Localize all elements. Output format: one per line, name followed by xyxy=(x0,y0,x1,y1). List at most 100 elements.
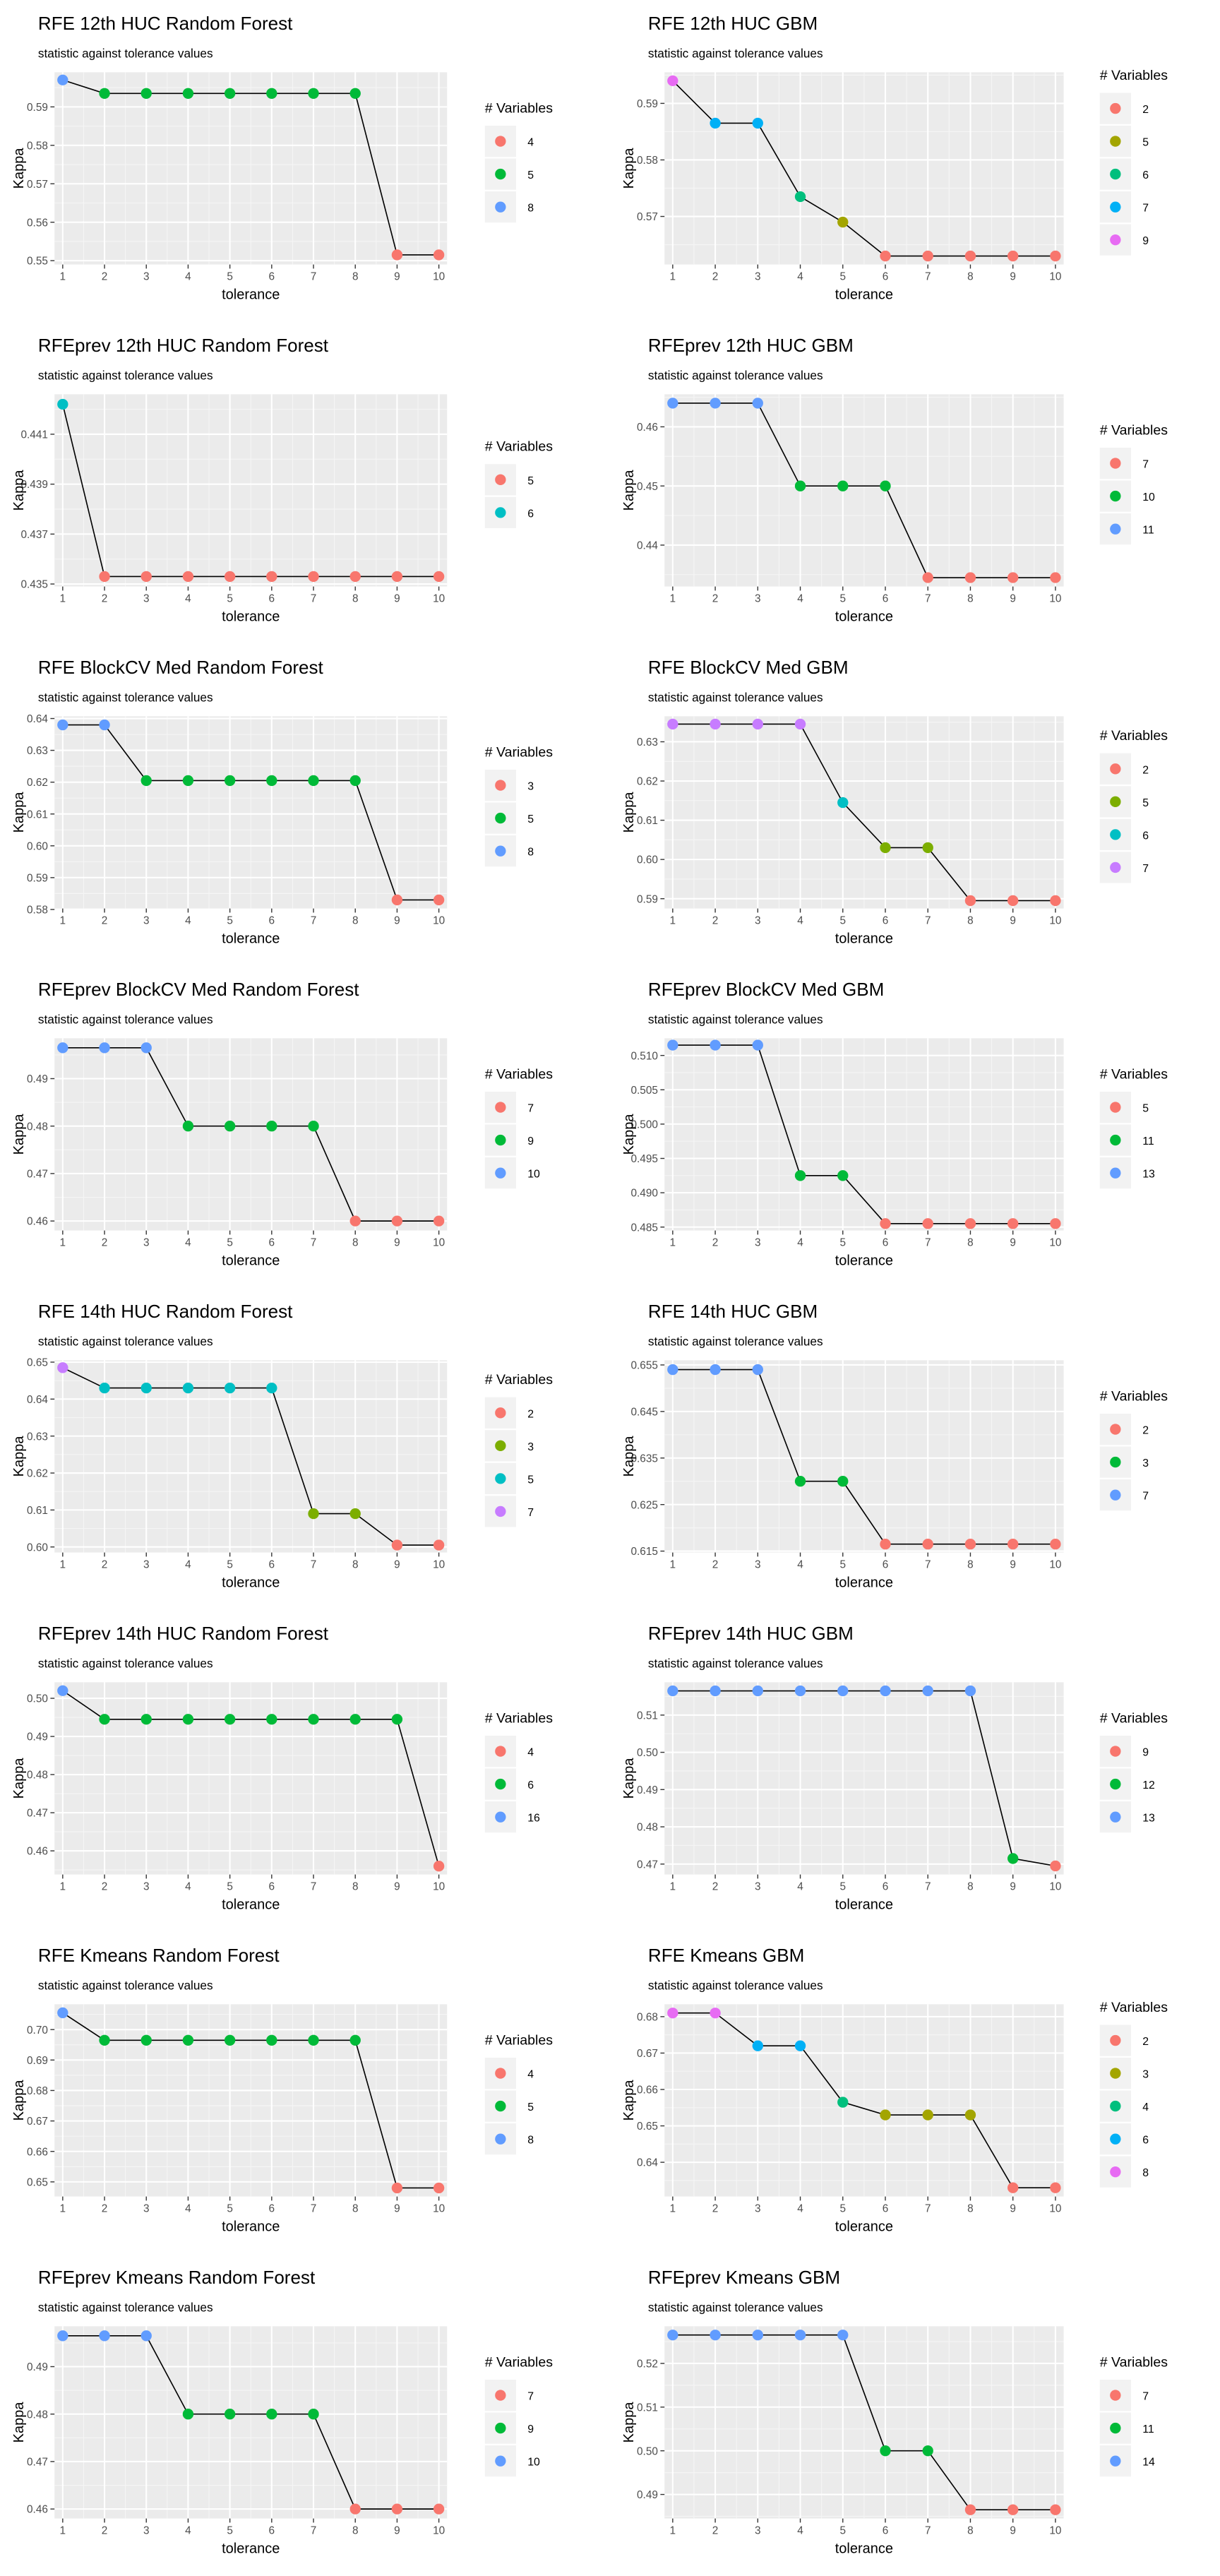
data-point xyxy=(391,894,403,906)
chart-svg: RFE 12th HUC GBM statistic against tolera… xyxy=(621,13,1168,303)
legend-swatch xyxy=(495,1778,506,1790)
legend-swatch xyxy=(1110,1102,1121,1113)
data-point xyxy=(794,1476,806,1487)
data-point xyxy=(710,1039,721,1051)
legend-swatch xyxy=(495,1505,506,1517)
legend-swatch xyxy=(1110,2455,1121,2467)
chart-svg: RFEprev BlockCV Med Random Forest statist… xyxy=(11,979,553,1269)
y-tick-label: 0.65 xyxy=(27,1357,48,1369)
x-tick-label: 6 xyxy=(883,271,889,283)
legend-label: 16 xyxy=(527,1813,540,1825)
data-point xyxy=(391,249,403,261)
x-tick-label: 8 xyxy=(967,2203,974,2215)
chart-svg: RFE Kmeans GBM statistic against toleranc… xyxy=(621,1945,1168,2235)
x-axis-label: tolerance xyxy=(222,287,280,302)
chart-subtitle: statistic against tolerance values xyxy=(648,690,823,704)
y-tick-label: 0.57 xyxy=(27,179,48,191)
legend-label: 8 xyxy=(1142,2167,1149,2179)
data-point xyxy=(57,719,68,731)
chart-panel: RFEprev BlockCV Med Random Forest statist… xyxy=(0,966,610,1288)
y-axis-label: Kappa xyxy=(621,1758,637,1799)
chart-subtitle: statistic against tolerance values xyxy=(648,1012,823,1026)
data-point xyxy=(140,775,152,787)
chart-subtitle: statistic against tolerance values xyxy=(38,2300,213,2314)
legend-swatch xyxy=(1110,102,1121,114)
data-point xyxy=(57,74,68,85)
legend-swatch xyxy=(495,845,506,857)
y-tick-label: 0.63 xyxy=(637,737,658,749)
legend-title: # Variables xyxy=(1100,1388,1168,1404)
legend-label: 11 xyxy=(1142,2423,1154,2435)
legend-label: 8 xyxy=(527,2135,534,2147)
data-point xyxy=(182,88,194,99)
legend-swatch xyxy=(1110,1456,1121,1468)
chart-svg: RFEprev 12th HUC GBM statistic against to… xyxy=(621,335,1168,625)
x-tick-label: 4 xyxy=(185,2525,191,2537)
chart-title: RFEprev Kmeans GBM xyxy=(648,2267,840,2288)
y-tick-label: 0.500 xyxy=(630,1119,657,1131)
x-tick-label: 4 xyxy=(797,1237,803,1249)
x-tick-label: 7 xyxy=(311,593,317,605)
y-tick-label: 0.70 xyxy=(27,2025,48,2037)
chart-subtitle: statistic against tolerance values xyxy=(38,1334,213,1348)
x-tick-label: 7 xyxy=(311,1237,317,1249)
y-tick-label: 0.48 xyxy=(637,1822,658,1834)
data-point xyxy=(710,117,721,129)
legend-label: 4 xyxy=(527,137,534,149)
data-point xyxy=(1050,572,1061,583)
x-tick-label: 5 xyxy=(839,2525,846,2537)
x-tick-label: 10 xyxy=(1049,915,1061,927)
x-tick-label: 10 xyxy=(1049,1559,1061,1571)
x-tick-label: 3 xyxy=(755,2525,761,2537)
data-point xyxy=(266,2409,277,2420)
x-tick-label: 1 xyxy=(60,1559,66,1571)
y-tick-label: 0.49 xyxy=(27,1073,48,1085)
x-tick-label: 5 xyxy=(839,1559,846,1571)
y-tick-label: 0.67 xyxy=(27,2116,48,2128)
x-tick-label: 9 xyxy=(1010,915,1016,927)
legend-label: 5 xyxy=(527,2101,534,2113)
x-tick-label: 7 xyxy=(925,915,931,927)
data-point xyxy=(391,1714,403,1725)
y-axis-label: Kappa xyxy=(11,2080,27,2121)
x-tick-label: 7 xyxy=(925,271,931,283)
data-point xyxy=(752,1364,763,1376)
x-axis-label: tolerance xyxy=(222,2219,280,2234)
x-tick-label: 2 xyxy=(102,2203,108,2215)
legend-swatch xyxy=(495,1102,506,1113)
data-point xyxy=(710,1685,721,1697)
y-axis-label: Kappa xyxy=(621,148,637,189)
legend-title: # Variables xyxy=(485,744,553,760)
x-tick-label: 6 xyxy=(269,2525,275,2537)
y-tick-label: 0.61 xyxy=(27,1505,48,1517)
series-line xyxy=(672,80,1055,257)
legend-label: 4 xyxy=(527,2069,534,2081)
legend-label: 11 xyxy=(1142,1135,1154,1147)
data-point xyxy=(880,480,891,491)
data-point xyxy=(224,571,236,583)
legend-label: 5 xyxy=(527,475,534,487)
legend-swatch xyxy=(1110,1424,1121,1435)
x-tick-label: 1 xyxy=(670,1881,676,1893)
chart-svg: RFEprev 14th HUC GBM statistic against to… xyxy=(621,1623,1168,1913)
legend-label: 7 xyxy=(1142,1491,1149,1503)
legend-swatch xyxy=(1110,2133,1121,2145)
x-tick-label: 9 xyxy=(394,2203,400,2215)
y-tick-label: 0.58 xyxy=(27,905,48,917)
legend-label: 5 xyxy=(527,169,534,181)
y-tick-label: 0.495 xyxy=(630,1153,657,1165)
y-axis-label: Kappa xyxy=(621,1114,637,1155)
legend-label: 6 xyxy=(1142,169,1149,181)
x-axis-label: tolerance xyxy=(835,1253,893,1268)
data-point xyxy=(308,2409,319,2420)
x-axis-label: tolerance xyxy=(222,2541,280,2556)
chart-svg: RFE 14th HUC GBM statistic against tolera… xyxy=(621,1301,1168,1591)
legend-swatch xyxy=(495,2455,506,2467)
x-tick-label: 3 xyxy=(755,2203,761,2215)
data-point xyxy=(1050,895,1061,907)
x-tick-label: 8 xyxy=(352,1881,359,1893)
data-point xyxy=(308,1714,319,1725)
data-point xyxy=(349,1508,361,1520)
x-tick-label: 8 xyxy=(352,1559,359,1571)
x-tick-label: 7 xyxy=(311,1559,317,1571)
